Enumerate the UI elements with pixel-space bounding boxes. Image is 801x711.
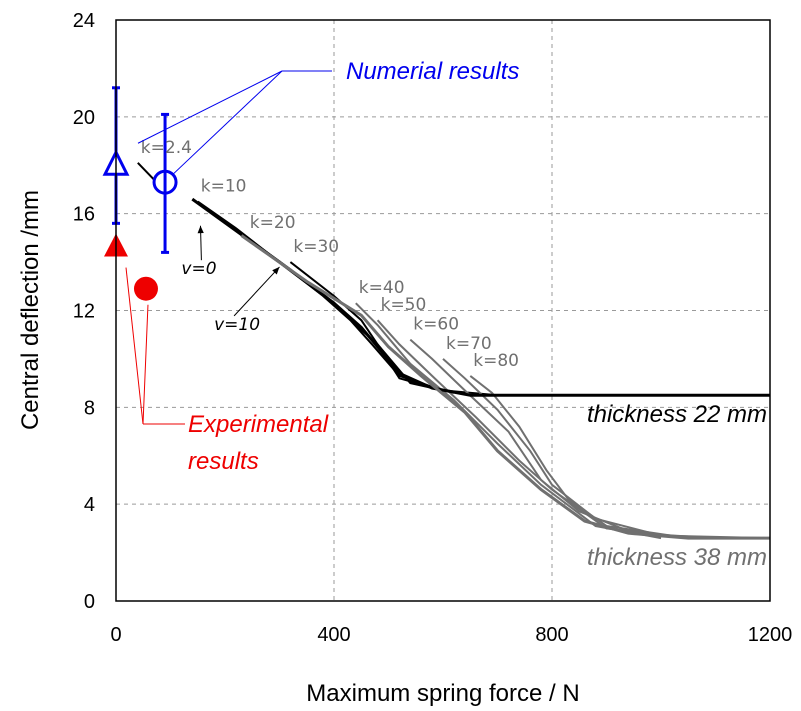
v-arrow-head (272, 266, 280, 275)
experimental-leader-line (142, 304, 149, 425)
y-tick-label: 20 (73, 107, 95, 129)
v-arrow-line (233, 266, 280, 317)
series-line (191, 197, 770, 397)
k-label: k=80 (473, 351, 519, 371)
y-tick-label: 0 (84, 591, 95, 613)
series-line (240, 234, 770, 540)
v-label: v=0 (181, 259, 216, 279)
k-label: k=20 (250, 213, 296, 233)
x-tick-label: 800 (535, 624, 568, 646)
x-axis-title: Maximum spring force / N (306, 680, 579, 707)
v-label: v=10 (214, 315, 260, 335)
experimental-results-label-line2: results (188, 448, 259, 475)
marker-layer (102, 86, 178, 301)
numerical-results-label: Numerial results (346, 58, 519, 85)
x-tick-label: 400 (317, 624, 350, 646)
y-tick-label: 4 (84, 494, 95, 516)
k-label: k=60 (413, 315, 459, 335)
y-tick-label: 16 (73, 204, 95, 226)
experimental-circle-marker (133, 276, 158, 301)
plot-frame (115, 19, 771, 602)
grid-layer (116, 20, 770, 601)
k-curve-line (137, 162, 155, 181)
v-arrow-head (197, 225, 204, 234)
label-layer: k=2.4 k=10k=20 k=30 k=40k=50k=60k=70k=80 v=0… (125, 70, 519, 425)
k-label: k=2.4 (141, 138, 192, 158)
k-label: k=10 (201, 177, 247, 197)
curve-layer (137, 162, 771, 540)
k-label: k=30 (293, 237, 339, 257)
y-tick-label: 8 (84, 397, 95, 419)
y-axis-title: Central deflection /mm (17, 190, 44, 430)
x-tick-label: 1200 (748, 624, 793, 646)
experimental-results-label-line1: Experimental (188, 411, 329, 438)
tick-layer: 0 400 800 1200 0 4 8 12 16 20 24 (73, 10, 793, 646)
numerical-leader-line (172, 70, 283, 175)
numerical-circle-marker (152, 169, 178, 195)
k-label: k=40 (359, 278, 405, 298)
thickness-38-label: thickness 38 mm (587, 544, 767, 571)
k-curve-line (376, 319, 689, 540)
y-tick-label: 12 (73, 301, 95, 323)
thickness-22-label: thickness 22 mm (587, 401, 767, 428)
k-label: k=50 (381, 295, 427, 315)
k-curve-line (289, 261, 455, 394)
k-curve-line (442, 358, 771, 540)
k-label: k=70 (446, 334, 492, 354)
numerical-leader-line (137, 70, 283, 144)
x-tick-label: 0 (110, 624, 121, 646)
y-tick-label: 24 (73, 10, 95, 32)
k-curve-line (355, 302, 662, 540)
experimental-leader-line (125, 267, 144, 425)
